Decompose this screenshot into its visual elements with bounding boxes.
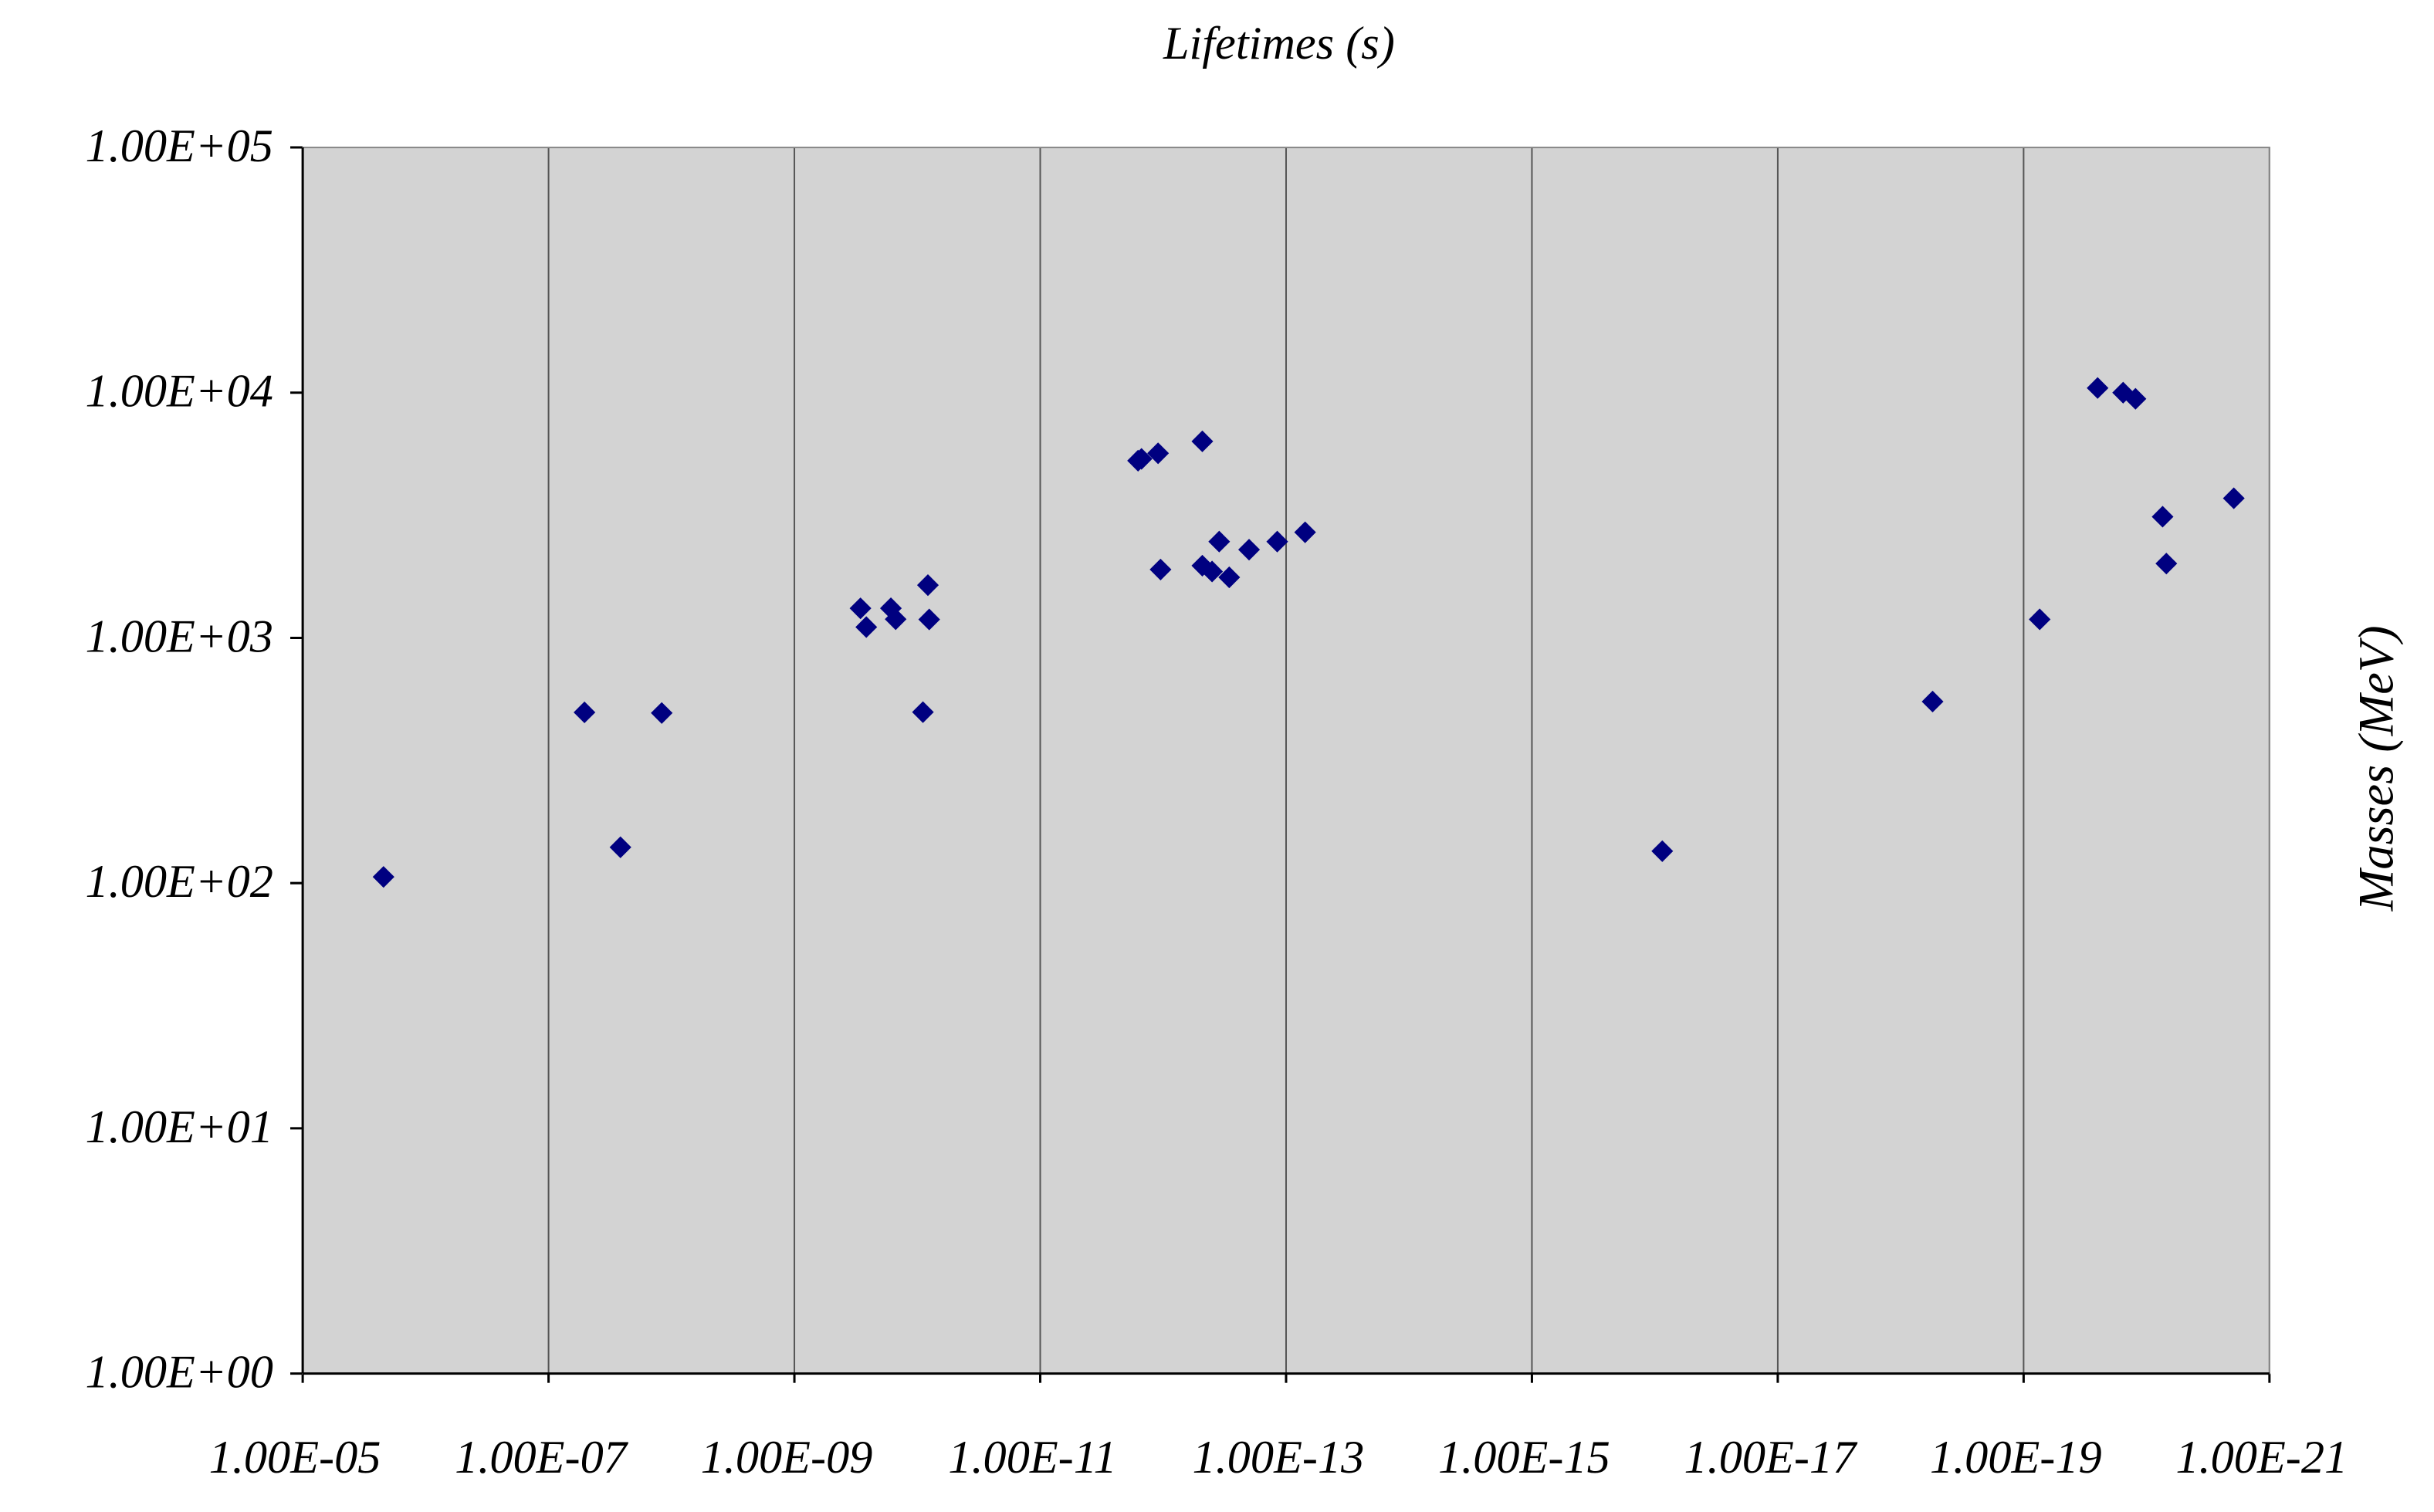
y-tick-label: 1.00E+00 — [86, 1346, 273, 1398]
point — [574, 701, 596, 724]
y-tick-label: 1.00E+01 — [86, 1101, 273, 1153]
x-tick-label: 1.00E-11 — [948, 1432, 1116, 1483]
point — [1201, 560, 1224, 583]
point — [651, 702, 673, 724]
x-tick-label: 1.00E-05 — [209, 1432, 381, 1483]
point — [609, 836, 631, 858]
point — [1208, 530, 1231, 553]
point — [916, 574, 939, 597]
point — [1651, 840, 1674, 862]
point — [885, 608, 907, 631]
x-tick-label: 1.00E-07 — [455, 1432, 629, 1483]
x-tick-label: 1.00E-17 — [1684, 1432, 1858, 1483]
point — [918, 608, 940, 631]
x-tick-label: 1.00E-15 — [1438, 1432, 1610, 1483]
y-tick-label: 1.00E+04 — [86, 366, 273, 418]
point — [2029, 608, 2051, 631]
point — [1294, 521, 1316, 543]
x-tick-label: 1.00E-19 — [1930, 1432, 2102, 1483]
point — [1237, 539, 1261, 561]
point — [1266, 530, 1288, 553]
y-tick-label: 1.00E+02 — [86, 856, 273, 908]
point — [855, 616, 878, 638]
point — [1147, 442, 1170, 465]
x-tick-label: 1.00E-21 — [2175, 1432, 2348, 1483]
point — [849, 597, 872, 620]
point — [1191, 430, 1214, 452]
point — [1218, 566, 1241, 589]
point — [1130, 448, 1153, 470]
point — [1149, 558, 1172, 580]
x-tick-label: 1.00E-09 — [701, 1432, 873, 1483]
y-tick-label: 1.00E+03 — [86, 611, 273, 662]
x-tick-label: 1.00E-13 — [1193, 1432, 1365, 1483]
point — [912, 701, 934, 723]
chart-title: Lifetimes (s) — [1163, 18, 1395, 69]
y-axis-label: Masses (MeV) — [2348, 626, 2403, 912]
y-tick-label: 1.00E+05 — [86, 120, 273, 172]
